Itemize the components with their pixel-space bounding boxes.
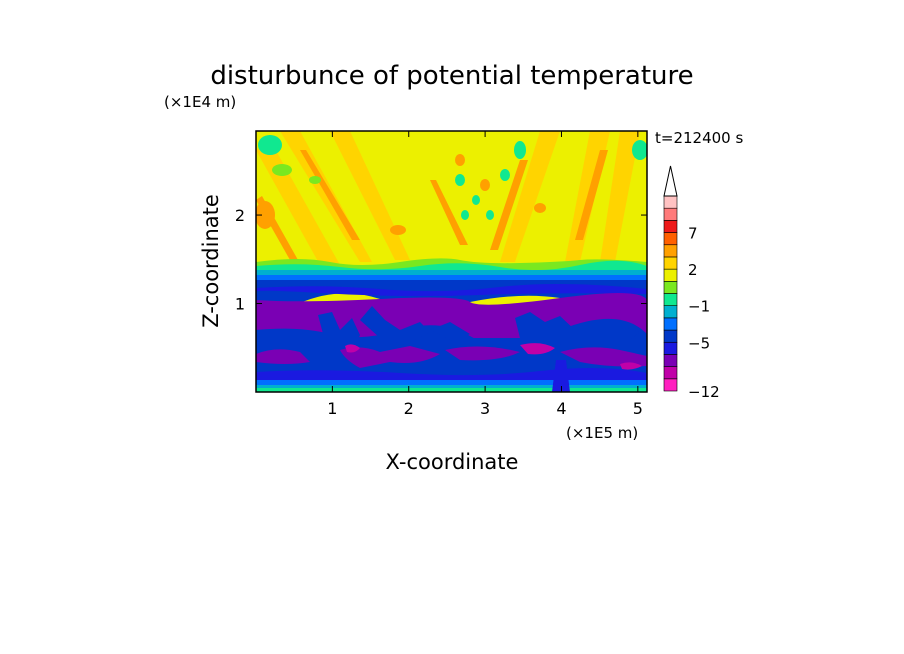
orange-streak xyxy=(430,180,468,245)
purple-lobe xyxy=(340,346,440,368)
blue-intrusion xyxy=(600,326,640,340)
green-patch xyxy=(309,176,321,184)
colorbar-swatch xyxy=(663,305,678,319)
surface-blue-band xyxy=(256,367,647,383)
colorbar-swatch xyxy=(663,256,678,270)
cyan-band xyxy=(256,270,647,277)
green-patch xyxy=(461,210,469,220)
orange-patch xyxy=(256,201,275,229)
surface-teal-band xyxy=(256,388,647,392)
green-patch xyxy=(455,174,465,186)
colorbar-swatch xyxy=(663,341,678,355)
colorbar-tick-label: 7 xyxy=(688,225,698,243)
x-tick-label: 5 xyxy=(633,399,643,418)
purple-lobe xyxy=(560,347,647,367)
colorbar-swatch xyxy=(663,293,678,306)
orange-streak xyxy=(490,160,528,250)
orange-patch xyxy=(534,203,546,213)
colorbar-extend-arrow xyxy=(663,165,678,197)
dark-blue-streak xyxy=(256,283,647,297)
warm-streak xyxy=(330,131,410,260)
colorbar-tick-label: 2 xyxy=(688,261,698,279)
orange-streak xyxy=(575,150,608,240)
green-patch xyxy=(472,195,480,205)
colorbar-tick-label: −12 xyxy=(688,383,720,401)
green-patch xyxy=(486,210,494,220)
purple-lobe xyxy=(256,349,310,364)
green-patch xyxy=(258,135,282,155)
x-tick-label: 1 xyxy=(327,399,337,418)
violet-lobe xyxy=(520,343,555,355)
x-tick-label: 3 xyxy=(480,399,490,418)
orange-patch xyxy=(455,154,465,166)
surface-cyan-band xyxy=(256,385,647,389)
orange-patch xyxy=(480,179,490,191)
orange-patch xyxy=(390,225,406,235)
x-axis-label: X-coordinate xyxy=(386,450,519,474)
warm-streak xyxy=(600,131,640,262)
colorbar-tick-label: −1 xyxy=(688,298,710,316)
colorbar: 7 2 −1 −5 −12 xyxy=(663,165,720,401)
green-patch xyxy=(500,169,510,181)
colorbar-swatch xyxy=(663,366,678,380)
colorbar-swatch xyxy=(663,232,678,246)
purple-lobe xyxy=(445,346,520,361)
x-axis-ticks: 1 2 3 4 5 xyxy=(327,131,643,418)
warm-streak xyxy=(500,131,560,262)
green-patch xyxy=(514,141,526,159)
y-axis-ticks: 12 xyxy=(235,206,647,314)
y-tick-label: 1 xyxy=(235,295,245,314)
green-patch xyxy=(272,164,292,176)
violet-lobe xyxy=(620,362,642,370)
upper-layer-patterns xyxy=(256,131,647,265)
blue-intrusion xyxy=(515,312,575,345)
colorbar-swatch xyxy=(663,281,678,294)
colorbar-swatch xyxy=(663,268,678,282)
plot-frame xyxy=(255,130,648,393)
chart-title: disturbunce of potential temperature xyxy=(210,61,693,91)
colorbar-tick-label: −5 xyxy=(688,334,710,352)
y-axis-label: Z-coordinate xyxy=(199,194,223,328)
colorbar-swatch xyxy=(663,207,678,221)
x-tick-label: 2 xyxy=(404,399,414,418)
surface-light-blue-band xyxy=(256,380,647,386)
dark-plume xyxy=(552,360,570,392)
colorbar-swatch xyxy=(663,317,678,331)
x-tick-label: 4 xyxy=(556,399,566,418)
blue-intrusion xyxy=(430,322,470,342)
colorbar-swatch xyxy=(663,195,678,209)
colorbar-swatch xyxy=(663,378,678,392)
green-patch xyxy=(632,140,647,160)
blue-intrusion xyxy=(360,306,430,345)
plot-area xyxy=(256,131,647,392)
orange-streak xyxy=(300,150,360,240)
colorbar-swatch xyxy=(663,354,678,367)
light-blue-band xyxy=(256,275,647,281)
violet-lobe xyxy=(345,344,360,353)
y-tick-label: 2 xyxy=(235,206,245,225)
colorbar-swatch xyxy=(663,329,678,343)
colorbar-swatch xyxy=(663,244,678,258)
y-scale-note: (×1E4 m) xyxy=(164,93,236,111)
time-label: t=212400 s xyxy=(655,129,743,147)
x-scale-note: (×1E5 m) xyxy=(566,424,638,442)
colorbar-swatch xyxy=(663,220,678,233)
